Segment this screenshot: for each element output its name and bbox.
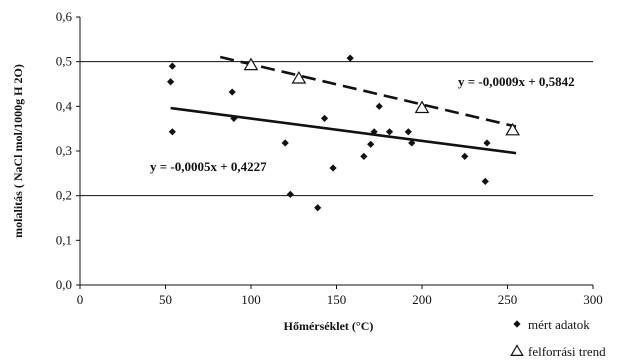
data-point-measured xyxy=(360,152,368,160)
trend-equation-boiling: y = -0,0009x + 0,5842 xyxy=(458,74,575,89)
data-point-boiling-trend xyxy=(291,71,307,84)
x-tick-label: 0 xyxy=(77,292,84,307)
data-point-measured xyxy=(346,54,354,62)
y-tick-labels: 0,0 0,1 0,2 0,3 0,4 0,5 0,6 xyxy=(56,9,80,292)
x-axis-label: Hőmérséklet (°C) xyxy=(284,319,374,333)
data-point-measured xyxy=(230,114,238,122)
x-tick-label: 250 xyxy=(498,292,518,307)
x-tick-label: 200 xyxy=(412,292,432,307)
data-point-measured xyxy=(404,128,412,136)
trendline-dashed xyxy=(219,55,517,128)
x-tick-labels: 0 50 100 150 200 250 300 xyxy=(77,285,603,307)
trendlines xyxy=(170,55,517,155)
data-point-measured xyxy=(385,128,394,136)
data-point-measured xyxy=(168,62,176,70)
legend-label-measured: mért adatok xyxy=(528,317,590,332)
trendline-solid xyxy=(170,106,517,155)
legend-triangle-marker xyxy=(510,344,524,356)
data-point-measured xyxy=(314,204,322,212)
data-point-measured xyxy=(168,128,176,136)
x-tick-label: 100 xyxy=(241,292,261,307)
data-point-measured xyxy=(320,114,329,122)
trend-equation-measured: y = -0,0005x + 0,4227 xyxy=(150,159,267,174)
data-point-measured xyxy=(329,164,337,172)
y-tick-label: 0,5 xyxy=(56,54,72,69)
data-point-measured xyxy=(370,128,378,136)
data-point-measured xyxy=(367,140,375,148)
data-point-measured xyxy=(281,139,289,147)
data-point-measured xyxy=(461,152,469,160)
legend-label-boiling-trend: felforrási trend xyxy=(528,344,606,359)
data-markers xyxy=(167,54,520,212)
data-point-boiling-trend xyxy=(505,122,520,136)
data-point-measured xyxy=(286,190,294,198)
x-tick-label: 300 xyxy=(583,292,603,307)
y-tick-label: 0,4 xyxy=(56,98,73,113)
data-point-measured xyxy=(167,78,175,86)
y-tick-label: 0,0 xyxy=(56,277,72,292)
legend: mért adatok felforrási trend xyxy=(510,317,606,359)
data-point-measured xyxy=(408,139,416,147)
data-point-measured xyxy=(483,139,491,147)
plot-area xyxy=(79,17,593,286)
x-tick-label: 50 xyxy=(159,292,172,307)
gridlines xyxy=(80,61,593,197)
data-point-boiling-trend xyxy=(243,57,259,71)
y-tick-label: 0,3 xyxy=(56,143,72,158)
data-point-measured xyxy=(375,102,383,110)
data-point-measured xyxy=(228,88,236,96)
y-tick-label: 0,1 xyxy=(56,232,72,247)
x-tick-label: 150 xyxy=(327,292,347,307)
y-axis-label: molalitás ( NaCl mol/1000g H 2O) xyxy=(11,64,25,238)
y-tick-label: 0,2 xyxy=(56,188,72,203)
legend-diamond-marker xyxy=(513,320,521,328)
data-point-measured xyxy=(481,177,489,185)
data-point-boiling-trend xyxy=(414,100,430,114)
y-tick-label: 0,6 xyxy=(56,9,73,24)
